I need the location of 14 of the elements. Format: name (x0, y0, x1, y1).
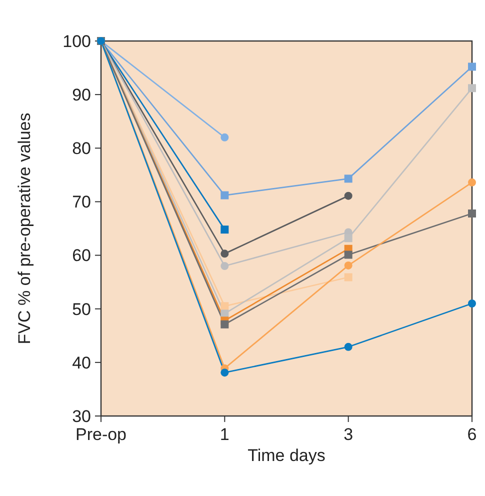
y-axis-title: FVC % of pre-operative values (15, 112, 34, 344)
y-tick-label: 90 (72, 86, 91, 105)
y-tick-label: 80 (72, 139, 91, 158)
y-tick-label: 60 (72, 246, 91, 266)
y-tick-label: 50 (72, 300, 91, 319)
x-tick-label: 6 (467, 425, 477, 444)
y-tick-label: 40 (72, 353, 91, 372)
x-axis-title: Time days (248, 446, 326, 465)
x-tick-label: 3 (344, 425, 354, 444)
x-tick-label: Pre-op (75, 425, 127, 444)
x-tick-label: 1 (220, 425, 230, 444)
y-tick-label: 100 (62, 32, 91, 51)
y-tick-label: 70 (72, 192, 91, 212)
y-tick-label: 30 (72, 406, 91, 426)
